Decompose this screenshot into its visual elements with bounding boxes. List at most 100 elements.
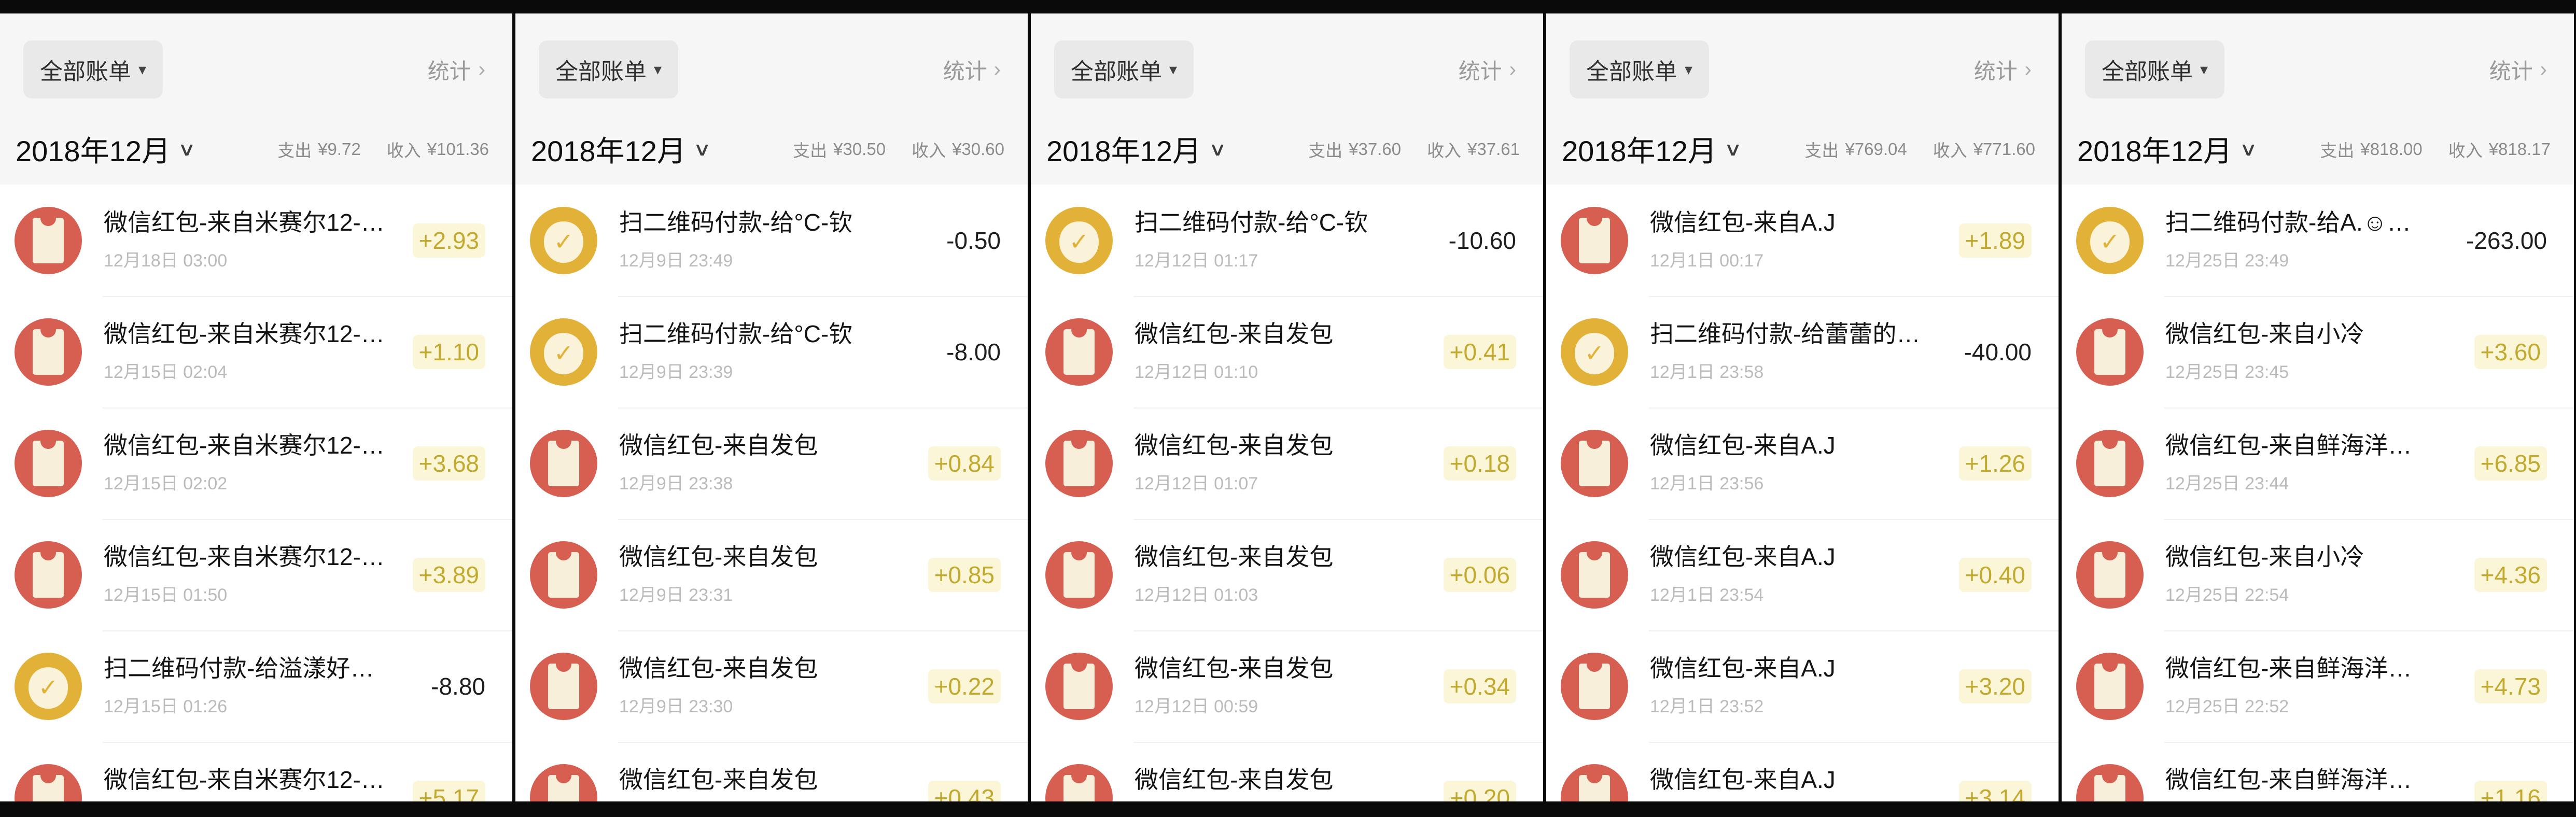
- transaction-row[interactable]: 扫二维码付款-给°C-钦 12月9日 23:39 -8.00: [515, 296, 1028, 407]
- red-envelope-icon: [2076, 652, 2144, 720]
- transaction-info: 微信红包-来自鲜海洋… 12月25日 23:44: [2165, 432, 2462, 495]
- transaction-row[interactable]: 微信红包-来自发包 12月12日 01:10 +0.41: [1031, 296, 1543, 407]
- transaction-title: 微信红包-来自米赛尔12-…: [104, 543, 385, 570]
- transaction-title: 扫二维码付款-给溢漾好…: [104, 654, 374, 682]
- transaction-title: 微信红包-来自发包: [619, 543, 818, 570]
- transaction-amount: +3.89: [412, 557, 485, 592]
- transaction-date: 12月15日 02:02: [104, 474, 228, 494]
- red-envelope-icon: [1045, 652, 1113, 720]
- transaction-row[interactable]: 扫二维码付款-给蕾蕾的… 12月1日 23:58 -40.00: [1546, 296, 2059, 407]
- red-envelope-icon: [15, 764, 82, 801]
- transaction-row[interactable]: 微信红包-来自小冷 12月25日 22:54 +4.36: [2062, 519, 2574, 630]
- transaction-row[interactable]: 微信红包-来自发包 12月9日 23:38 +0.84: [515, 407, 1028, 519]
- chevron-down-icon: ∨: [2239, 138, 2258, 160]
- transaction-row[interactable]: 微信红包-来自鲜海洋… 12月25日 22:52 +4.73: [2062, 630, 2574, 742]
- transaction-row[interactable]: 微信红包-来自发包 12月12日 00:55 +0.20: [1031, 742, 1543, 801]
- transaction-amount: +0.84: [928, 446, 1001, 481]
- transaction-amount: +1.16: [2474, 780, 2547, 801]
- transaction-amount: +3.14: [1958, 780, 2032, 801]
- statistics-link[interactable]: 统计 ›: [943, 54, 1001, 86]
- transaction-date: 12月25日 23:45: [2165, 362, 2289, 383]
- transaction-amount: +0.34: [1443, 669, 1516, 703]
- transaction-row[interactable]: 微信红包-来自米赛尔12-… 12月15日 01:50 +3.89: [0, 519, 512, 630]
- transaction-amount: +1.10: [412, 334, 485, 369]
- transaction-date: 12月25日 22:52: [2165, 697, 2289, 717]
- transaction-date: 12月12日 00:59: [1135, 697, 1258, 717]
- caret-down-icon: ▾: [1685, 61, 1693, 78]
- month-selector[interactable]: 2018年12月 ∨: [2077, 128, 2258, 170]
- transaction-row[interactable]: 微信红包-来自发包 12月12日 01:07 +0.18: [1031, 407, 1543, 519]
- month-label: 2018年12月: [16, 135, 171, 167]
- transaction-row[interactable]: 微信红包-来自A.J 12月1日 23:52 +3.20: [1546, 630, 2059, 742]
- transaction-row[interactable]: 扫二维码付款-给°C-钦 12月9日 23:49 -0.50: [515, 185, 1028, 296]
- account-filter-dropdown[interactable]: 全部账单 ▾: [23, 40, 163, 98]
- income-total: ¥30.60: [952, 139, 1004, 159]
- panel-header: 全部账单 ▾ 统计 › 2018年12月 ∨ 支出 ¥9.72 收入 ¥101.36: [0, 13, 512, 185]
- income-label: 收入: [912, 140, 946, 160]
- transaction-row[interactable]: 微信红包-来自米赛尔12-… 12月15日 01:20 +5.17: [0, 742, 512, 801]
- transaction-row[interactable]: 微信红包-来自发包 12月12日 01:03 +0.06: [1031, 519, 1543, 630]
- transaction-title: 扫二维码付款-给A.☺…: [2165, 208, 2411, 236]
- transaction-row[interactable]: 微信红包-来自A.J 12月1日 00:17 +1.89: [1546, 185, 2059, 296]
- statistics-link[interactable]: 统计 ›: [1459, 54, 1516, 86]
- transaction-row[interactable]: 微信红包-来自鲜海洋… 12月25日 23:44 +6.85: [2062, 407, 2574, 519]
- account-filter-label: 全部账单: [40, 59, 131, 84]
- caret-down-icon: ▾: [654, 61, 662, 78]
- transaction-title: 微信红包-来自A.J: [1650, 431, 1836, 459]
- transaction-title: 微信红包-来自A.J: [1650, 766, 1836, 793]
- account-filter-dropdown[interactable]: 全部账单 ▾: [1054, 40, 1194, 98]
- transaction-date: 12月9日 23:30: [619, 697, 733, 717]
- month-selector[interactable]: 2018年12月 ∨: [531, 128, 711, 170]
- transaction-row[interactable]: 微信红包-来自A.J 12月1日 23:56 +1.26: [1546, 407, 2059, 519]
- red-envelope-icon: [15, 429, 82, 497]
- transaction-row[interactable]: 扫二维码付款-给溢漾好… 12月15日 01:26 -8.80: [0, 630, 512, 742]
- month-selector[interactable]: 2018年12月 ∨: [16, 128, 196, 170]
- account-filter-dropdown[interactable]: 全部账单 ▾: [539, 40, 679, 98]
- transaction-date: 12月1日 23:58: [1650, 362, 1764, 383]
- statistics-link[interactable]: 统计 ›: [2489, 54, 2547, 86]
- month-selector[interactable]: 2018年12月 ∨: [1046, 128, 1227, 170]
- transaction-row[interactable]: 微信红包-来自米赛尔12-… 12月18日 03:00 +2.93: [0, 185, 512, 296]
- statistics-link[interactable]: 统计 ›: [1974, 54, 2032, 86]
- transaction-row[interactable]: 扫二维码付款-给°C-钦 12月12日 01:17 -10.60: [1031, 185, 1543, 296]
- transaction-date: 12月9日 23:31: [619, 585, 733, 605]
- transaction-amount: +1.89: [1958, 223, 2032, 258]
- transaction-row[interactable]: 微信红包-来自鲜海洋… 12月25日 22:50 +1.16: [2062, 742, 2574, 801]
- transaction-row[interactable]: 微信红包-来自A.J 12月1日 23:54 +0.40: [1546, 519, 2059, 630]
- transaction-info: 扫二维码付款-给°C-钦 12月9日 23:49: [619, 209, 934, 272]
- transaction-date: 12月9日 23:39: [619, 362, 733, 383]
- transaction-amount: -263.00: [2466, 227, 2547, 254]
- transaction-info: 微信红包-来自鲜海洋… 12月25日 22:52: [2165, 655, 2462, 718]
- panel-header: 全部账单 ▾ 统计 › 2018年12月 ∨ 支出 ¥37.60 收入 ¥37.61: [1031, 13, 1543, 185]
- transaction-info: 微信红包-来自A.J 12月1日 00:17: [1650, 209, 1947, 272]
- transaction-amount: +0.43: [928, 780, 1001, 801]
- transaction-row[interactable]: 微信红包-来自小冷 12月25日 23:45 +3.60: [2062, 296, 2574, 407]
- income-total: ¥771.60: [1973, 139, 2035, 159]
- account-filter-dropdown[interactable]: 全部账单 ▾: [1570, 40, 1710, 98]
- transaction-row[interactable]: 微信红包-来自发包 12月9日 23:28 +0.43: [515, 742, 1028, 801]
- transaction-row[interactable]: 微信红包-来自发包 12月9日 23:31 +0.85: [515, 519, 1028, 630]
- transaction-title: 微信红包-来自发包: [1135, 543, 1334, 570]
- transaction-title: 微信红包-来自发包: [1135, 431, 1334, 459]
- transaction-amount: +0.06: [1443, 557, 1516, 592]
- transaction-row[interactable]: 微信红包-来自发包 12月12日 00:59 +0.34: [1031, 630, 1543, 742]
- transaction-list: 扫二维码付款-给A.☺… 12月25日 23:49 -263.00 微信红包-来…: [2062, 185, 2574, 801]
- transaction-row[interactable]: 扫二维码付款-给A.☺… 12月25日 23:49 -263.00: [2062, 185, 2574, 296]
- transaction-row[interactable]: 微信红包-来自发包 12月9日 23:30 +0.22: [515, 630, 1028, 742]
- transaction-info: 微信红包-来自A.J 12月1日 23:50: [1650, 766, 1947, 801]
- statistics-link[interactable]: 统计 ›: [428, 54, 485, 86]
- transaction-amount: +0.18: [1443, 446, 1516, 481]
- statistics-label: 统计: [1458, 59, 1502, 83]
- income-label: 收入: [386, 140, 421, 160]
- expense-total: ¥818.00: [2360, 139, 2423, 159]
- account-filter-dropdown[interactable]: 全部账单 ▾: [2085, 40, 2225, 98]
- month-label: 2018年12月: [531, 135, 686, 167]
- chevron-down-icon: ∨: [693, 138, 711, 160]
- transaction-row[interactable]: 微信红包-来自米赛尔12-… 12月15日 02:02 +3.68: [0, 407, 512, 519]
- transaction-info: 微信红包-来自发包 12月9日 23:31: [619, 543, 916, 607]
- month-selector[interactable]: 2018年12月 ∨: [1562, 128, 1742, 170]
- transaction-info: 微信红包-来自发包 12月12日 00:59: [1135, 655, 1431, 718]
- transaction-row[interactable]: 微信红包-来自米赛尔12-… 12月15日 02:04 +1.10: [0, 296, 512, 407]
- chevron-right-icon: ›: [2540, 58, 2547, 81]
- transaction-row[interactable]: 微信红包-来自A.J 12月1日 23:50 +3.14: [1546, 742, 2059, 801]
